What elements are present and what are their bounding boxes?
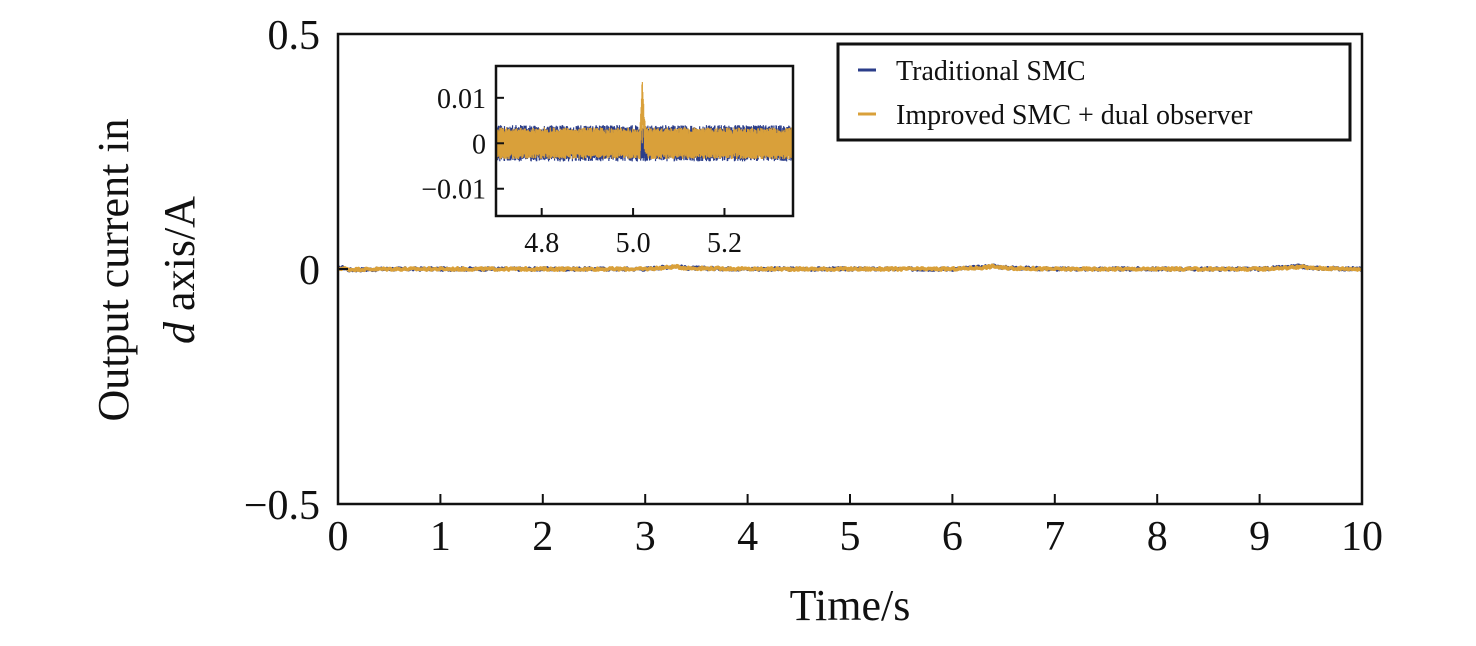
main-plot: 0 1 2 3 4 5 6 7 8 9 10−0.500.5 bbox=[244, 13, 1383, 560]
legend-label: Improved SMC + dual observer bbox=[896, 100, 1253, 131]
y-tick-label: −0.5 bbox=[244, 483, 320, 529]
legend-label: Traditional SMC bbox=[896, 56, 1086, 87]
x-tick-label: 10 bbox=[1341, 514, 1383, 560]
y-axis-variable: d bbox=[155, 321, 204, 344]
x-tick-label: 2 bbox=[532, 514, 553, 560]
x-tick-label: 6 bbox=[942, 514, 963, 560]
inset-y-tick-label: 0 bbox=[472, 129, 486, 160]
legend-box bbox=[836, 42, 1352, 142]
x-tick-label: 5 bbox=[840, 514, 861, 560]
x-axis-title: Time/s bbox=[790, 581, 911, 630]
inset-frame bbox=[494, 64, 795, 218]
x-tick-label: 0 bbox=[328, 514, 349, 560]
inset-y-tick-label: −0.01 bbox=[421, 175, 486, 206]
y-tick-label: 0.5 bbox=[268, 13, 321, 59]
inset-plot: 4.8 5.0 5.2 −0.01 0 0.01 bbox=[421, 64, 795, 259]
y-tick-label: 0 bbox=[299, 248, 320, 294]
y-axis-title-rest: axis/A bbox=[155, 196, 204, 322]
x-tick-label: 1 bbox=[430, 514, 451, 560]
x-tick-label: 7 bbox=[1044, 514, 1065, 560]
inset-x-tick-label: 5.2 bbox=[707, 228, 742, 259]
x-tick-label: 4 bbox=[737, 514, 758, 560]
x-tick-label: 3 bbox=[635, 514, 656, 560]
inset-y-tick-label: 0.01 bbox=[437, 84, 486, 115]
legend: Traditional SMC Improved SMC + dual obser… bbox=[836, 42, 1352, 142]
series-line-improved bbox=[336, 263, 1363, 273]
y-axis-title-line1: Output current in bbox=[89, 118, 138, 421]
inset-x-tick-label: 5.0 bbox=[616, 228, 651, 259]
x-tick-label: 8 bbox=[1147, 514, 1168, 560]
y-axis-title-line2: d axis/A bbox=[155, 196, 204, 344]
x-tick-label: 9 bbox=[1249, 514, 1270, 560]
inset-x-tick-label: 4.8 bbox=[524, 228, 559, 259]
